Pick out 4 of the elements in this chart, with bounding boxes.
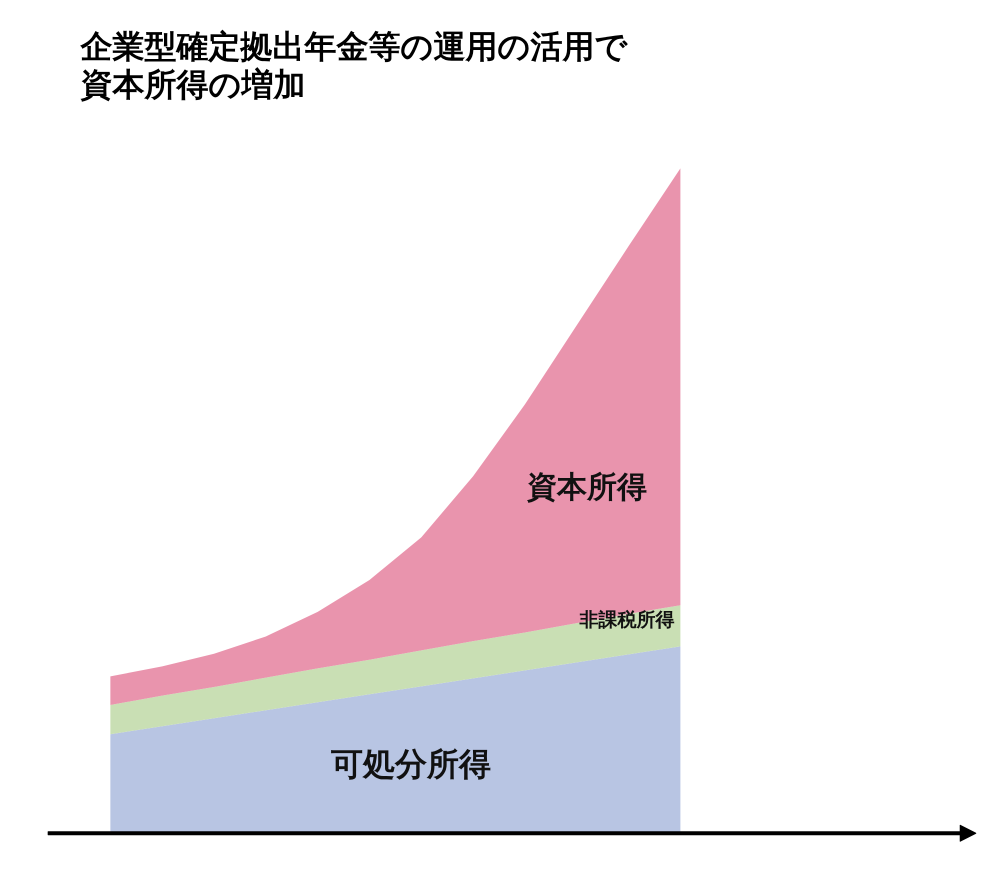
chart-title: 企業型確定拠出年金等の運用の活用で資本所得の増加 [80,28,628,104]
series-label: 可処分所得 [330,744,491,783]
series-label: 資本所得 [526,470,648,506]
series-label: 非課税所得 [578,608,674,631]
